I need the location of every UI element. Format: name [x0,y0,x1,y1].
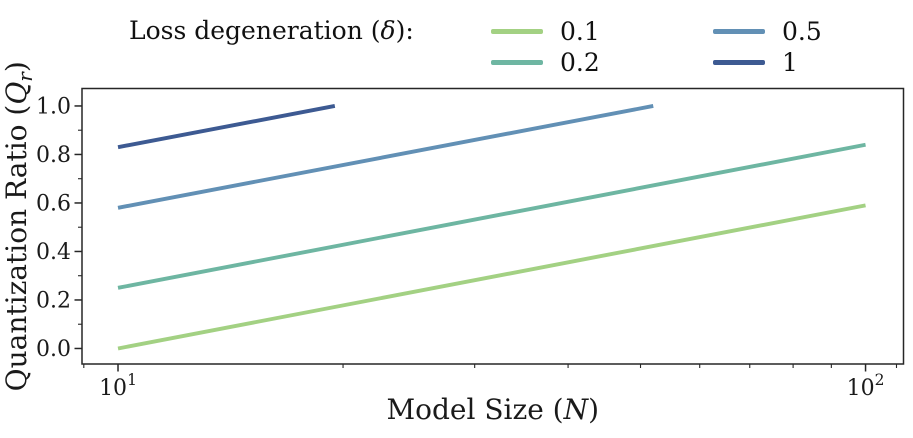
y-tick-label: 0.6 [36,191,71,216]
legend-line-swatch-teal [491,60,543,65]
legend-entry-0.1: 0.1 [491,16,600,47]
y-axis-label: Quantization Ratio (Qr) [0,61,37,391]
series-line-delta-0.5 [117,104,654,210]
plot-frame [81,87,905,365]
legend-column-2: 0.5 1 [713,16,822,78]
legend-label: 0.1 [560,17,600,46]
series-line-delta-1 [117,104,336,150]
x-tick-label: 101 [99,371,137,401]
series-line-delta-0.1 [117,203,866,351]
legend-line-swatch-steelblue [713,29,765,34]
legend-label: 1 [782,48,798,77]
legend-title-text: Loss degeneration ( [129,16,381,45]
x-tick-label: 102 [847,371,885,401]
y-tick-label: 1.0 [36,94,71,119]
legend-label: 0.2 [560,48,600,77]
legend-entry-0.2: 0.2 [491,47,600,78]
y-tick-label: 0.4 [36,240,71,265]
series-line-delta-0.2 [117,142,866,290]
legend-title-delta-symbol: δ [380,16,396,45]
y-tick-label: 0.2 [36,288,71,313]
legend-line-swatch-green [491,29,543,34]
legend-entry-1: 1 [713,47,822,78]
legend-line-swatch-navy [713,60,765,65]
legend-title-colon: ): [395,16,414,45]
legend-entry-0.5: 0.5 [713,16,822,47]
legend-column-1: 0.1 0.2 [491,16,600,78]
x-axis-label: Model Size (N) [386,393,599,426]
legend-label: 0.5 [782,17,822,46]
legend-title: Loss degeneration (δ): [129,16,414,45]
y-tick-label: 0.0 [36,337,71,362]
y-tick-label: 0.8 [36,143,71,168]
